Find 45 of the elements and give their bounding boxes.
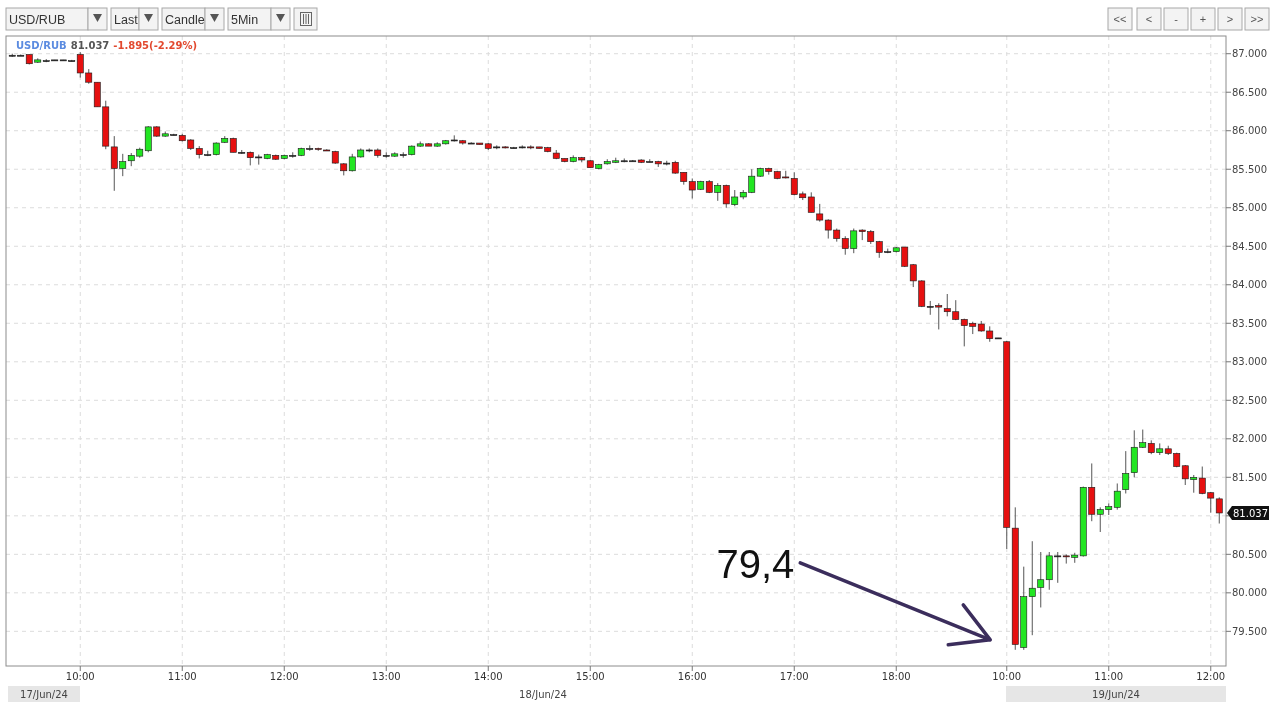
x-tick-label: 12:00 xyxy=(1196,671,1226,682)
x-tick-label: 15:00 xyxy=(575,671,605,682)
y-tick-label: 86.500 xyxy=(1232,86,1267,98)
candlestick xyxy=(1028,540,1036,636)
chart-title: USD/RUB xyxy=(16,40,67,51)
candlestick xyxy=(807,191,815,213)
button: << xyxy=(1107,7,1133,31)
y-tick-label: 83.500 xyxy=(1232,317,1267,329)
y-tick-label: 80.000 xyxy=(1232,587,1267,599)
button: + xyxy=(1190,7,1216,31)
chart-subtitle: 81.037 -1.895(-2.29%) xyxy=(70,40,198,51)
button: < xyxy=(1136,7,1162,31)
y-tick-label: 82.000 xyxy=(1232,433,1267,445)
text: 18/Jun/24 xyxy=(519,689,567,700)
x-tick-label: 10:00 xyxy=(992,671,1022,682)
x-tick-label: 12:00 xyxy=(269,671,299,682)
y-tick-label: 83.000 xyxy=(1232,356,1267,368)
y-tick-label: 81.500 xyxy=(1232,471,1267,483)
text: 19/Jun/24 xyxy=(1092,689,1140,700)
x-tick-label: 18:00 xyxy=(881,671,911,682)
y-tick-label: 82.500 xyxy=(1232,394,1267,406)
x-tick-label: 10:00 xyxy=(65,671,95,682)
x-tick-label: 16:00 xyxy=(677,671,707,682)
button: >> xyxy=(1244,7,1270,31)
button: - xyxy=(1163,7,1189,31)
y-tick-label: 79.500 xyxy=(1232,625,1267,637)
button: > xyxy=(1217,7,1243,31)
y-tick-label: 80.500 xyxy=(1232,548,1267,560)
x-tick-label: 11:00 xyxy=(1094,671,1124,682)
annotation: 79,4 xyxy=(716,541,795,586)
x-tick-label: 14:00 xyxy=(473,671,503,682)
text: 17/Jun/24 xyxy=(20,689,68,700)
candlestick xyxy=(1215,496,1223,525)
candlestick xyxy=(1113,482,1121,511)
y-tick-label: 86.000 xyxy=(1232,125,1267,137)
y-tick-label: 85.000 xyxy=(1232,202,1267,214)
y-tick-label: 87.000 xyxy=(1232,48,1267,60)
candlestick xyxy=(1122,450,1130,494)
x-tick-label: 17:00 xyxy=(779,671,809,682)
candlestick xyxy=(1037,551,1045,608)
x-tick-label: 13:00 xyxy=(371,671,401,682)
y-tick-label: 85.500 xyxy=(1232,163,1267,175)
x-tick-label: 11:00 xyxy=(167,671,197,682)
y-tick-label: 84.000 xyxy=(1232,279,1267,291)
y-tick-label: 84.500 xyxy=(1232,240,1267,252)
